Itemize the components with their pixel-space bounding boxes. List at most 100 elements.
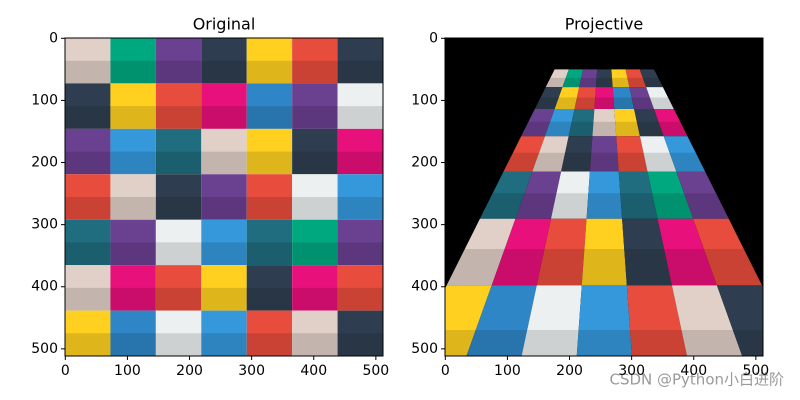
tile-shade bbox=[658, 121, 688, 137]
tile-shade bbox=[581, 248, 627, 286]
tile bbox=[201, 265, 247, 311]
watermark: CSDN @Python小白进阶 bbox=[609, 371, 784, 389]
tile bbox=[491, 218, 551, 286]
tile-shade bbox=[681, 329, 743, 356]
tile bbox=[446, 218, 516, 286]
tile-shade bbox=[65, 287, 111, 311]
axes-frame bbox=[444, 37, 764, 357]
tile-shade bbox=[445, 329, 476, 356]
tile-shade bbox=[684, 193, 729, 219]
tile bbox=[155, 310, 202, 356]
tile-shade bbox=[532, 152, 566, 172]
tile-shade bbox=[479, 193, 525, 219]
tile bbox=[246, 219, 293, 266]
tile bbox=[629, 87, 654, 109]
tile-shade bbox=[595, 77, 613, 88]
tile-shade bbox=[65, 333, 111, 356]
tile-shade bbox=[544, 121, 572, 137]
tile-shade bbox=[554, 97, 577, 109]
tile-shade bbox=[503, 152, 540, 172]
tile bbox=[65, 83, 111, 129]
tile-shade bbox=[703, 248, 762, 286]
tile bbox=[155, 38, 202, 84]
tile-shade bbox=[110, 60, 156, 84]
x-tick-label: 0 bbox=[61, 363, 70, 379]
y-tick-label: 100 bbox=[411, 92, 438, 108]
tile-shade bbox=[292, 60, 338, 84]
y-tick-label: 500 bbox=[411, 341, 438, 357]
tile-shade bbox=[576, 329, 632, 356]
y-tick-label: 100 bbox=[31, 92, 58, 108]
tile bbox=[201, 219, 247, 266]
tile bbox=[716, 285, 763, 356]
tile bbox=[647, 171, 694, 219]
tile-shade bbox=[631, 97, 654, 109]
tile bbox=[581, 218, 627, 286]
tile bbox=[337, 38, 383, 84]
tile-shade bbox=[65, 197, 111, 220]
tile bbox=[292, 310, 338, 356]
axes-title: Original bbox=[193, 15, 256, 34]
tile bbox=[337, 83, 383, 129]
x-tick-label: 500 bbox=[362, 363, 389, 379]
tile-shade bbox=[246, 242, 293, 266]
tile bbox=[65, 219, 111, 266]
tile bbox=[536, 218, 587, 286]
y-tick-label: 200 bbox=[411, 155, 438, 171]
tile bbox=[616, 136, 648, 172]
tile bbox=[639, 136, 677, 172]
tile bbox=[292, 128, 338, 175]
x-tick-label: 100 bbox=[114, 363, 141, 379]
tile-shade bbox=[65, 151, 111, 175]
tile bbox=[110, 310, 156, 356]
tile bbox=[292, 174, 338, 220]
y-tick-label: 300 bbox=[411, 217, 438, 233]
tile-shade bbox=[110, 151, 156, 175]
tile bbox=[544, 108, 575, 137]
tile bbox=[155, 174, 202, 220]
tile-shade bbox=[562, 77, 582, 88]
tile-shade bbox=[201, 197, 247, 220]
tile bbox=[65, 265, 111, 311]
tile bbox=[693, 218, 762, 286]
tile bbox=[574, 87, 596, 109]
tile bbox=[611, 69, 630, 88]
tile-shade bbox=[574, 97, 596, 109]
x-tick-label: 400 bbox=[680, 363, 707, 379]
tile bbox=[246, 128, 293, 175]
tile-shade bbox=[551, 193, 589, 219]
tile bbox=[625, 69, 647, 88]
tile bbox=[292, 38, 338, 84]
tile-shade bbox=[615, 121, 640, 137]
tile-shade bbox=[201, 242, 247, 266]
tile-shade bbox=[536, 248, 585, 286]
tile bbox=[612, 87, 635, 109]
tile-shade bbox=[586, 193, 623, 219]
tile bbox=[618, 171, 658, 219]
tile-shade bbox=[446, 248, 505, 286]
tile bbox=[292, 219, 338, 266]
tile-shade bbox=[246, 60, 293, 84]
tile-shade bbox=[624, 248, 672, 286]
tile bbox=[110, 83, 156, 129]
tile-shade bbox=[620, 193, 658, 219]
tile bbox=[466, 285, 537, 356]
tile bbox=[201, 174, 247, 220]
tile-shade bbox=[337, 151, 383, 175]
tile-shade bbox=[155, 333, 202, 356]
tile bbox=[110, 219, 156, 266]
tile-shade bbox=[246, 106, 293, 129]
x-tick-label: 200 bbox=[556, 363, 583, 379]
tile bbox=[292, 83, 338, 129]
tile bbox=[562, 69, 584, 88]
tile-shade bbox=[201, 333, 247, 356]
tile bbox=[337, 310, 383, 356]
tile-shade bbox=[201, 151, 247, 175]
tile bbox=[292, 265, 338, 311]
tile bbox=[503, 136, 545, 172]
tile-shade bbox=[337, 60, 383, 84]
tile bbox=[595, 69, 613, 88]
tile-shade bbox=[337, 333, 383, 356]
image bbox=[445, 38, 763, 356]
